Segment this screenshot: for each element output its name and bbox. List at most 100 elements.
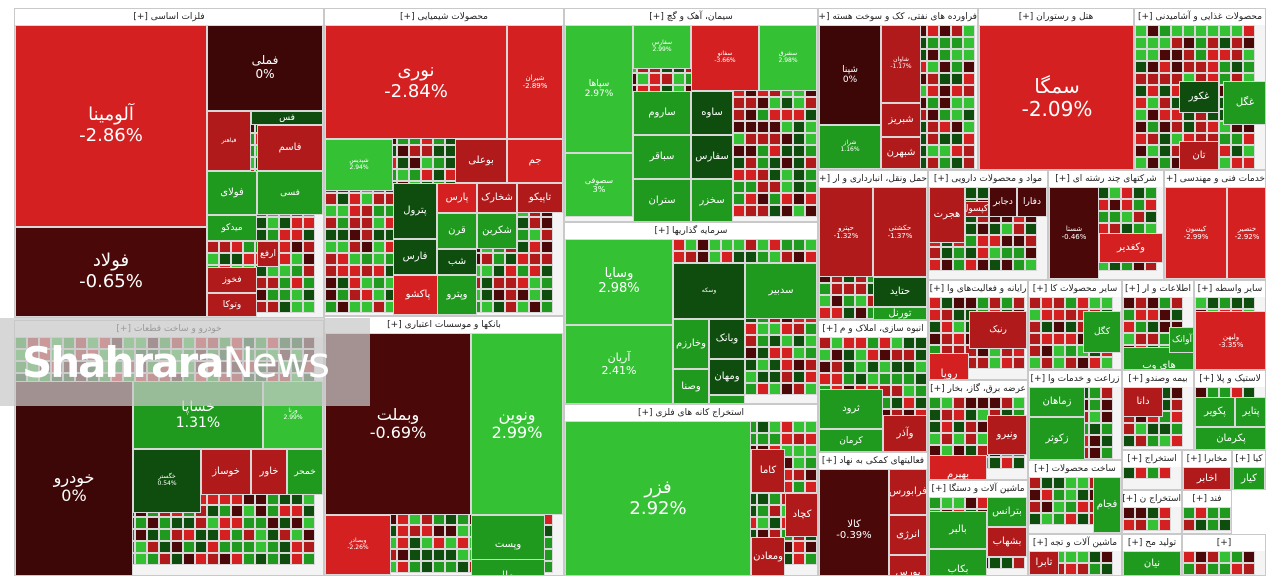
stock-tile[interactable]: بالبر bbox=[929, 511, 987, 549]
stock-tile[interactable]: غکور bbox=[1179, 81, 1219, 113]
stock-tile[interactable]: رویا bbox=[929, 353, 969, 379]
stock-tile[interactable]: ونیرو bbox=[987, 415, 1027, 455]
sector-s13[interactable]: انبوه سازی، املاک و م [+] ثرود وآذر کرمان bbox=[818, 320, 928, 452]
sector-header[interactable]: فلزات اساسی [+] bbox=[15, 9, 323, 25]
sector-s6[interactable]: محصولات غذایی و آشامیدنی [+] غگل غکور تان bbox=[1134, 8, 1266, 170]
stock-tile[interactable]: ساروم bbox=[633, 91, 691, 135]
sector-header[interactable]: سایر واسطه [+] bbox=[1195, 281, 1265, 297]
stock-tile[interactable]: سفارس bbox=[691, 135, 733, 179]
sector-header[interactable]: محصولات شیمیایی [+] bbox=[325, 9, 563, 25]
stock-tile[interactable]: ومعادن bbox=[751, 537, 785, 575]
sector-s18[interactable]: سایر محصولات کا [+] کگل bbox=[1028, 280, 1122, 370]
sector-s34[interactable]: [+] bbox=[1182, 534, 1266, 576]
stock-tile[interactable]: خوساز bbox=[201, 449, 251, 495]
stock-tile[interactable]: وپترو bbox=[437, 275, 477, 315]
sector-s10[interactable]: استخراج کانه های فلزی [+] فزر 2.92% کاما کچا… bbox=[564, 404, 818, 576]
stock-tile[interactable]: فسی bbox=[257, 171, 323, 215]
stock-tile[interactable]: سصوفی 3% bbox=[565, 153, 633, 217]
sector-s26[interactable]: ساخت محصولات [+] فجام bbox=[1028, 460, 1122, 534]
stock-tile[interactable]: فخوز bbox=[207, 267, 257, 293]
stock-tile[interactable]: حتاید bbox=[873, 277, 927, 307]
stock-tile[interactable]: ونوین 2.99% bbox=[471, 333, 563, 515]
stock-tile[interactable]: وصنا bbox=[673, 369, 709, 403]
stock-tile[interactable]: سباقر bbox=[633, 135, 691, 179]
sector-header[interactable]: ماشین آلات و دستگا [+] bbox=[929, 481, 1027, 497]
stock-tile[interactable]: دجابر bbox=[989, 187, 1017, 217]
stock-tile[interactable]: کگل bbox=[1083, 311, 1121, 353]
sector-s2[interactable]: محصولات شیمیایی [+] نوری -2.84% شیران -2.89%… bbox=[324, 8, 564, 316]
sector-header[interactable]: سیمان، آهک و گچ [+] bbox=[565, 9, 817, 25]
stock-tile[interactable]: کرمان bbox=[819, 429, 883, 451]
stock-tile[interactable]: وملل bbox=[471, 559, 545, 575]
sector-s15[interactable]: شرکتهای چند رشته ای [+] شستا -0.46% وکغدیر bbox=[1048, 170, 1164, 280]
stock-tile[interactable]: رنیک bbox=[969, 311, 1027, 349]
sector-s31[interactable]: فند [+] bbox=[1182, 490, 1232, 534]
sector-header[interactable]: فراورده های نفتی، کک و سوخت هسته [+] bbox=[819, 9, 977, 25]
stock-tile[interactable]: شپنا 0% bbox=[819, 25, 881, 125]
sector-header[interactable]: سرمایه گذاریها [+] bbox=[565, 223, 817, 239]
sector-s11[interactable]: فعالیتهای کمکی به نهاد [+] کالا -0.39% فراب… bbox=[818, 452, 928, 576]
stock-tile[interactable]: وتوکا bbox=[207, 293, 257, 317]
stock-tile[interactable]: بوعلی bbox=[455, 139, 507, 183]
stock-tile[interactable]: وآذر bbox=[883, 415, 927, 451]
sector-s3[interactable]: سیمان، آهک و گچ [+] سپاها 2.97% سفارس 2.99% س… bbox=[564, 8, 818, 222]
stock-tile[interactable]: فملی 0% bbox=[207, 25, 323, 111]
stock-tile[interactable]: جم bbox=[507, 139, 563, 183]
stock-tile[interactable]: سپاها 2.97% bbox=[565, 25, 633, 153]
sector-s28[interactable]: استخراج [+] bbox=[1122, 450, 1182, 490]
stock-tile[interactable]: تاپیکو bbox=[517, 183, 563, 213]
stock-tile[interactable]: شاوان -1.17% bbox=[881, 25, 921, 103]
sector-header[interactable]: محصولات غذایی و آشامیدنی [+] bbox=[1135, 9, 1265, 25]
sector-header[interactable]: هتل و رستوران [+] bbox=[979, 9, 1133, 25]
stock-tile[interactable]: بترانس bbox=[987, 497, 1027, 527]
stock-tile[interactable]: بورس bbox=[889, 555, 927, 575]
stock-tile[interactable]: شیران -2.89% bbox=[507, 25, 563, 139]
stock-tile[interactable]: کالا -0.39% bbox=[819, 469, 889, 575]
sector-s5[interactable]: هتل و رستوران [+] سمگا -2.09% bbox=[978, 8, 1134, 170]
sector-s22[interactable]: زراعت و خدمات وا [+] زماهان زکوثر bbox=[1028, 370, 1122, 460]
stock-tile[interactable]: نیان bbox=[1123, 551, 1181, 575]
stock-tile[interactable]: اخابر bbox=[1183, 467, 1231, 489]
sector-header[interactable]: مخابرا [+] bbox=[1183, 451, 1231, 467]
sector-header[interactable]: استخراج کانه های فلزی [+] bbox=[565, 405, 817, 421]
stock-tile[interactable]: وبصادر -2.26% bbox=[325, 515, 391, 575]
stock-tile[interactable]: شبهرن bbox=[881, 137, 921, 169]
sector-header[interactable]: حمل ونقل، انبارداری و ار [+] bbox=[819, 171, 927, 187]
sector-s4[interactable]: فراورده های نفتی، کک و سوخت هسته [+] شپنا… bbox=[818, 8, 978, 170]
stock-tile[interactable]: شخارک bbox=[477, 183, 517, 213]
stock-tile[interactable]: ثرود bbox=[819, 389, 883, 429]
sector-s14[interactable]: مواد و محصولات دارویی [+] هجرت دجابر دکپسول… bbox=[928, 170, 1048, 280]
stock-tile[interactable]: وبانک bbox=[709, 319, 745, 359]
sector-s1[interactable]: فلزات اساسی [+] آلومینا -2.86% فولاد -0.65% ف… bbox=[14, 8, 324, 318]
stock-tile[interactable]: شب bbox=[437, 249, 477, 275]
sector-header[interactable]: فند [+] bbox=[1183, 491, 1231, 507]
stock-tile[interactable]: میدکو bbox=[207, 215, 257, 241]
sector-s27[interactable]: ماشین آلات و تجه [+] تابرا bbox=[1028, 534, 1122, 576]
sector-s24[interactable]: لاستیک و پلا [+] پکویر پتایر پکرمان bbox=[1194, 370, 1266, 450]
sector-s19[interactable]: اطلاعات و ار [+] های وب آوانک bbox=[1122, 280, 1194, 370]
sector-s21[interactable]: عرضه برق، گاز، بخار [+] ونیرو بهپرم bbox=[928, 380, 1028, 480]
sector-header[interactable]: تولید مح [+] bbox=[1123, 535, 1181, 551]
stock-tile[interactable]: حپترو -1.32% bbox=[819, 187, 873, 277]
sector-header[interactable]: عرضه برق، گاز، بخار [+] bbox=[929, 381, 1027, 397]
sector-s12[interactable]: حمل ونقل، انبارداری و ار [+] حپترو -1.32% ح… bbox=[818, 170, 928, 320]
stock-tile[interactable]: فولاد -0.65% bbox=[15, 227, 207, 317]
sector-header[interactable]: بیمه وصندو [+] bbox=[1123, 371, 1193, 387]
sector-header[interactable]: ماشین آلات و تجه [+] bbox=[1029, 535, 1121, 551]
stock-tile[interactable]: خودرو 0% bbox=[15, 381, 133, 575]
stock-tile[interactable]: قرن bbox=[437, 213, 477, 249]
sector-s25[interactable]: ماشین آلات و دستگا [+] بترانس بالبر بشهاب بک… bbox=[928, 480, 1028, 576]
stock-tile[interactable]: کچاد bbox=[785, 493, 817, 537]
stock-tile[interactable]: آوانک bbox=[1169, 327, 1193, 353]
sector-header[interactable]: رایانه و فعالیت‌های وا [+] bbox=[929, 281, 1027, 297]
stock-tile[interactable]: سفانو -3.66% bbox=[691, 25, 759, 91]
stock-tile[interactable]: پتایر bbox=[1235, 397, 1265, 427]
stock-tile[interactable]: ساوه bbox=[691, 91, 733, 135]
sector-header[interactable]: [+] bbox=[1183, 535, 1265, 551]
stock-tile[interactable]: وخارزم bbox=[673, 319, 709, 369]
stock-tile[interactable]: تان bbox=[1179, 141, 1219, 169]
stock-tile[interactable]: تورنل bbox=[873, 307, 927, 319]
sector-header[interactable]: مواد و محصولات دارویی [+] bbox=[929, 171, 1047, 187]
stock-tile[interactable]: خمحر bbox=[287, 449, 323, 495]
sector-header[interactable]: لاستیک و پلا [+] bbox=[1195, 371, 1265, 387]
